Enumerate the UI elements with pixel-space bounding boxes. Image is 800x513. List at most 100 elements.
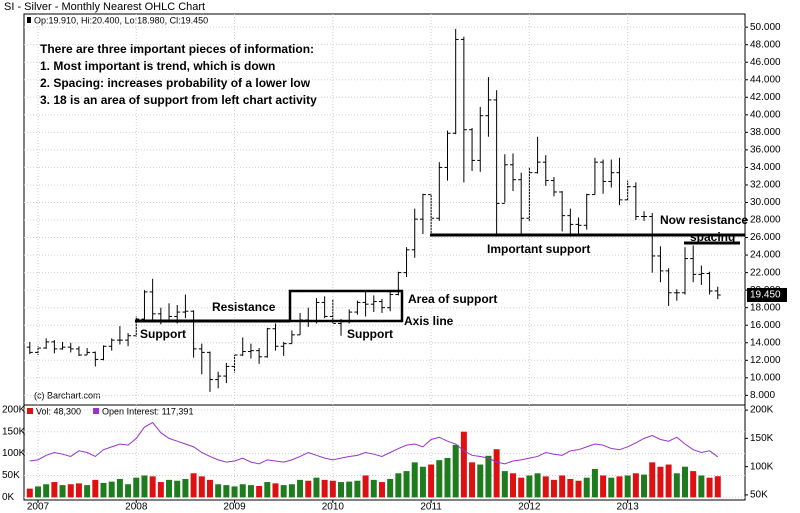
annotation: 2. Spacing: increases probability of a l… <box>40 76 311 90</box>
copyright: (c) Barchart.com <box>34 390 101 400</box>
volume-bar <box>370 479 377 498</box>
y-tick-label: 10.000 <box>750 372 781 383</box>
volume-bar <box>190 473 197 498</box>
volume-bar <box>125 484 132 498</box>
annotation: Now resistance <box>660 213 748 227</box>
chart-title: SI - Silver - Monthly Nearest OHLC Chart <box>4 1 205 13</box>
volume-bar <box>460 431 467 498</box>
volume-bar <box>313 477 320 498</box>
volume-bar <box>649 462 656 498</box>
volume-bar <box>100 482 107 498</box>
volume-bar <box>256 485 263 498</box>
volume-bar <box>133 477 140 498</box>
annotation: spacing <box>690 230 735 244</box>
volume-bar <box>526 475 533 498</box>
volume-bar <box>575 480 582 498</box>
volume-bar <box>67 484 74 498</box>
x-tick-label: 2008 <box>125 502 148 513</box>
y-tick-label: 36.000 <box>750 145 781 156</box>
annotation: Support <box>347 327 393 341</box>
volume-bar <box>657 466 664 498</box>
volume-bar <box>166 479 173 498</box>
volume-bar <box>600 475 607 498</box>
annotation: 3. 18 is an area of support from left ch… <box>40 93 317 107</box>
annotation: Axis line <box>404 314 454 328</box>
legend-swatch <box>27 408 33 414</box>
volume-bar <box>321 479 328 498</box>
volume-bar <box>444 457 451 498</box>
x-tick-label: 2010 <box>322 502 345 513</box>
y-tick-label: 12.000 <box>750 355 781 366</box>
annotation: 1. Most important is trend, which is dow… <box>40 59 275 73</box>
volume-bar <box>338 482 345 498</box>
volume-bar <box>608 477 615 498</box>
volume-bar <box>419 466 426 498</box>
y2-tick-label: 100K <box>750 461 774 472</box>
x-tick-label: 2012 <box>518 502 541 513</box>
volume-bar <box>329 480 336 498</box>
volume-bar <box>690 471 697 498</box>
volume-bar <box>452 444 459 498</box>
volume-bar <box>698 475 705 498</box>
y-tick-label: 44.000 <box>750 74 781 85</box>
volume-bar <box>215 484 222 498</box>
volume-bar <box>43 484 50 498</box>
y-tick-label: 40.000 <box>750 109 781 120</box>
y-tick-label: 0K <box>2 492 15 503</box>
volume-bar <box>239 484 246 498</box>
plot-frame <box>23 13 746 501</box>
volume-bar <box>92 479 99 498</box>
volume-bar <box>34 486 41 498</box>
volume-bar <box>264 482 271 498</box>
volume-bar <box>280 485 287 498</box>
y-tick-label: 48.000 <box>750 39 781 50</box>
volume-bar <box>26 488 33 498</box>
y2-tick-label: 50K <box>750 490 768 501</box>
y2-tick-label: 150K <box>750 433 774 444</box>
y-tick-label: 100K <box>2 448 26 459</box>
volume-bar <box>346 481 353 498</box>
volume-bar <box>223 485 230 498</box>
x-tick-label: 2007 <box>27 502 50 513</box>
y-tick-label: 50.000 <box>750 22 781 33</box>
volume-bar <box>395 473 402 498</box>
y-tick-label: 30.000 <box>750 197 781 208</box>
volume-bar <box>272 483 279 498</box>
y-tick-label: 150K <box>2 426 26 437</box>
annotation: Support <box>140 327 186 341</box>
volume-bar <box>682 466 688 498</box>
y-tick-label: 16.000 <box>750 320 781 331</box>
annotation: Area of support <box>408 292 497 306</box>
volume-bar <box>714 476 721 498</box>
annotations: There are three important pieces of info… <box>40 42 748 341</box>
y-tick-label: 42.000 <box>750 92 781 103</box>
volume-bar <box>247 485 254 498</box>
volume-bar <box>288 484 295 498</box>
legend-label: Vol: 48,300 <box>36 406 81 416</box>
volume-bar <box>149 476 156 498</box>
y-tick-label: 18.000 <box>750 302 781 313</box>
volume-bar <box>354 480 361 498</box>
y-tick-label: 34.000 <box>750 162 781 173</box>
volume-bar <box>477 464 484 498</box>
y-tick-label: 8.000 <box>750 390 775 401</box>
volume-bar <box>665 464 672 498</box>
volume-bar <box>518 477 525 498</box>
volume-bar <box>75 483 82 498</box>
y-tick-label: 22.000 <box>750 267 781 278</box>
x-tick-label: 2013 <box>617 502 640 513</box>
volume-bar <box>305 480 312 498</box>
volume-bar <box>59 485 66 498</box>
volume-bar <box>231 486 238 498</box>
volume-bar <box>501 471 508 498</box>
x-tick-label: 2011 <box>420 502 442 513</box>
volume-bar <box>550 479 557 498</box>
volume-bar <box>141 475 148 498</box>
open-interest-line <box>29 421 719 465</box>
volume-bar <box>84 485 91 498</box>
volume-bar <box>403 471 410 498</box>
legend-label: Open Interest: 117,391 <box>102 406 193 416</box>
y2-tick-label: 200K <box>750 405 774 416</box>
legend-swatch <box>27 17 31 23</box>
